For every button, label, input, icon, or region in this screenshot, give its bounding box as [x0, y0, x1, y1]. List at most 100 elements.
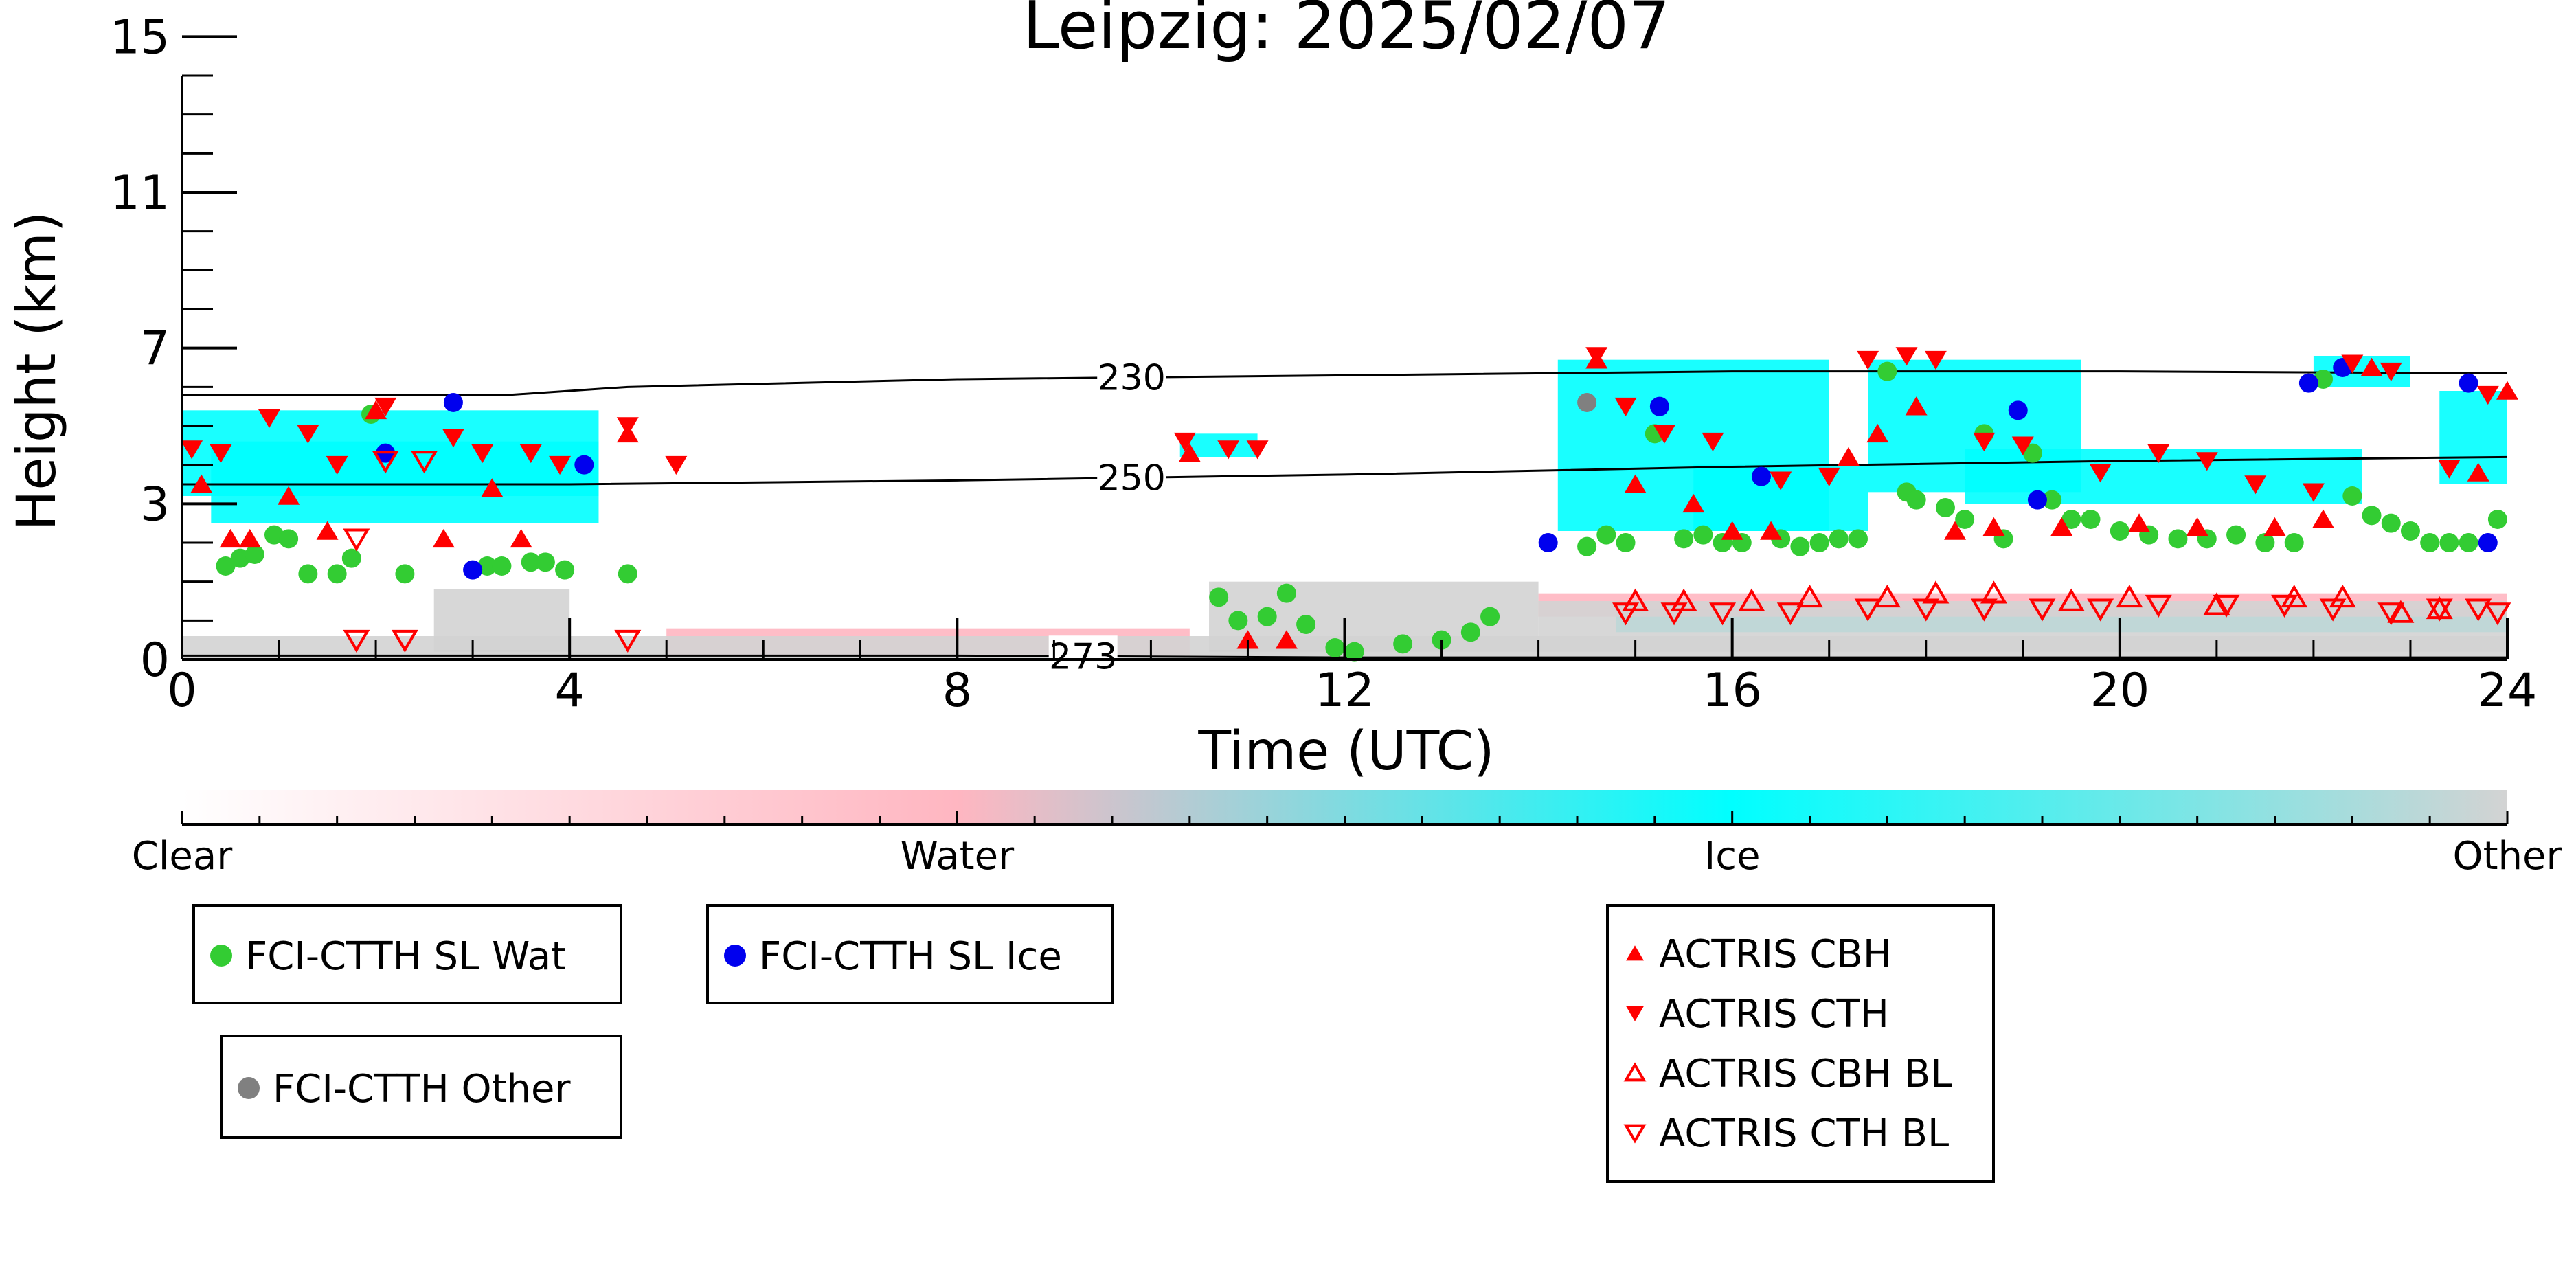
legend-marker-actris-cbh-bl	[1623, 1062, 1647, 1082]
actris-cth-bl-point	[2426, 598, 2453, 622]
actris-cth-bl-point	[2087, 598, 2114, 622]
actris-cth-point	[374, 397, 397, 417]
actris-cbh-point	[238, 528, 261, 548]
actris-cbh-bl-point	[2203, 592, 2230, 615]
actris-cth-point	[1857, 350, 1879, 370]
fci-ctth-sl-wat-point	[1432, 630, 1451, 650]
fci-ctth-sl-wat-point	[1577, 536, 1597, 556]
x-tick-label: 8	[942, 664, 972, 718]
actris-cth-point	[1246, 440, 1269, 460]
isotherm-230	[182, 370, 2508, 396]
actris-cth-point	[210, 444, 232, 464]
x-tick-label: 20	[2090, 664, 2150, 718]
actris-cth-point	[2341, 354, 2364, 374]
y-tick-label: 0	[140, 633, 170, 688]
fci-ctth-sl-wat-point	[2022, 443, 2042, 463]
actris-cbh-bl-point	[1622, 588, 1649, 611]
fci-ctth-sl-wat-point	[2420, 533, 2440, 552]
actris-cbh-point	[1721, 521, 1743, 540]
actris-cth-point	[2089, 464, 2112, 483]
isotherm-label-bg	[1048, 635, 1118, 675]
axes: 0 4 8 12 16 20 24 0 3 7 11 15	[110, 10, 2537, 718]
fci-ctth-sl-wat-point	[477, 556, 497, 576]
actris-cbh-point	[1866, 423, 1889, 443]
actris-cth-point	[1895, 347, 1918, 366]
actris-cth-point	[2302, 483, 2325, 502]
fci-ctth-sl-ice-point	[2298, 373, 2318, 393]
fci-ctth-sl-wat-point	[1877, 361, 1897, 381]
fci-ctth-sl-wat-point	[298, 564, 318, 584]
actris-cth-bl-point	[1912, 598, 1940, 622]
actris-cbh-point	[316, 521, 339, 540]
actris-cbh-point	[2496, 381, 2518, 400]
actris-cth-point	[258, 409, 280, 429]
legend-label-actris-cbh-bl: ACTRIS CBH BL	[1659, 1052, 1952, 1096]
fci-ctth-sl-wat-point	[2381, 513, 2401, 533]
legend-label-fci-ctth-sl-wat: FCI-CTTH SL Wat	[245, 934, 566, 979]
legend-frame	[220, 1035, 622, 1139]
actris-cbh-point	[1682, 493, 1705, 513]
actris-cth-point	[1770, 471, 1792, 490]
actris-cbh-point	[2128, 513, 2151, 532]
legend-marker-fci-ctth-other	[238, 1077, 260, 1099]
actris-cth-bl-point	[1660, 602, 1688, 626]
actris-cth-point	[471, 444, 494, 464]
actris-cbh-point	[481, 478, 504, 497]
isotherm-label: 230	[1098, 357, 1166, 398]
fci-ctth-sl-wat-point	[1790, 536, 1810, 556]
fci-ctth-sl-wat-point	[2487, 510, 2507, 529]
fci-ctth-sl-wat-point	[1849, 529, 1868, 549]
legend-label-fci-ctth-other: FCI-CTTH Other	[273, 1067, 571, 1111]
isotherm-label-bg	[1097, 357, 1166, 396]
actris-cbh-point	[2050, 517, 2073, 536]
isotherm-250	[182, 455, 2508, 486]
actris-cth-point	[1614, 397, 1637, 417]
fci-ctth-sl-wat-point	[555, 560, 575, 580]
fci-ctth-sl-wat-point	[1955, 510, 1975, 529]
actris-cth-point	[2244, 475, 2267, 495]
fci-ctth-sl-wat-point	[245, 545, 264, 564]
actris-cbh-point	[365, 400, 387, 420]
legend-label-fci-ctth-sl-ice: FCI-CTTH SL Ice	[759, 934, 1062, 979]
actris-cbh-point	[432, 528, 455, 548]
colorbar: Clear Water Ice Other	[132, 790, 2562, 879]
fci-ctth-sl-wat-point	[1693, 525, 1713, 545]
legend-frame	[706, 904, 1114, 1004]
x-tick-label: 16	[1702, 664, 1762, 718]
fci-ctth-sl-wat-point	[1325, 638, 1345, 657]
region-other	[433, 589, 570, 652]
x-axis-label: Time (UTC)	[1197, 721, 1494, 782]
actris-cth-point	[2476, 385, 2499, 405]
fci-ctth-sl-ice-point	[2008, 400, 2028, 420]
fci-ctth-other-point	[1577, 393, 1597, 412]
actris-cth-point	[297, 425, 319, 444]
fci-ctth-sl-ice-point	[2478, 533, 2498, 552]
fci-ctth-sl-wat-point	[1209, 587, 1229, 607]
legend-box: FCI-CTTH SL Ice	[706, 904, 1114, 1004]
actris-cth-point	[1973, 432, 1996, 452]
actris-cbh-point	[2312, 509, 2335, 528]
y-tick-label: 15	[110, 10, 170, 65]
fci-ctth-sl-ice-point	[1538, 533, 1558, 552]
region-ice	[211, 441, 599, 523]
fci-ctth-sl-wat-point	[1829, 529, 1849, 549]
fci-ctth-sl-ice-point	[1649, 396, 1669, 416]
x-tick-label: 4	[555, 664, 585, 718]
legend-box: FCI-CTTH Other	[220, 1035, 622, 1139]
fci-ctth-sl-wat-point	[327, 564, 347, 584]
x-tick-label: 0	[167, 664, 196, 718]
legends: FCI-CTTH SL Wat FCI-CTTH SL Ice FCI-CTTH O…	[192, 904, 1995, 1183]
actris-cth-bl-point	[2484, 602, 2511, 626]
isotherm-label: 273	[1049, 636, 1117, 677]
actris-cbh-point	[1905, 396, 1928, 416]
actris-cbh-point	[2263, 517, 2286, 536]
colorbar-label: Ice	[1704, 834, 1761, 879]
actris-cbh-point	[1944, 521, 1967, 540]
fci-ctth-sl-wat-point	[1228, 611, 1248, 631]
actris-cth-point	[2195, 452, 2218, 471]
fci-ctth-sl-wat-point	[1906, 490, 1926, 510]
fci-ctth-sl-ice-point	[2459, 373, 2478, 393]
actris-cbh-point	[190, 474, 213, 493]
actris-cth-bl-point	[411, 451, 438, 474]
